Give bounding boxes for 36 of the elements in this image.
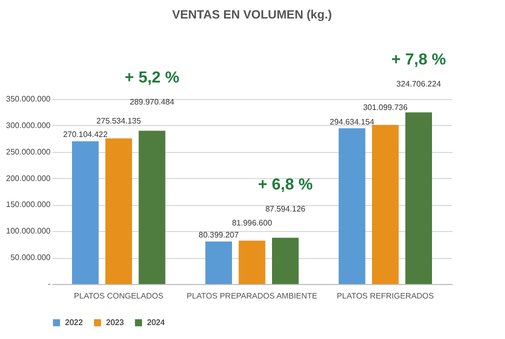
- data-label: 324.706.224: [396, 79, 442, 88]
- bar: [138, 130, 166, 284]
- data-label: 289.970.484: [130, 98, 175, 107]
- y-tick-label: 150.000.000: [6, 200, 52, 210]
- data-label: 87.594.126: [265, 204, 306, 214]
- data-label: 294.634.154: [330, 117, 375, 126]
- data-label: 301.099.736: [363, 102, 408, 112]
- text: + 5,2 %: [124, 70, 180, 87]
- bar: [272, 238, 299, 284]
- y-tick-label: 300.000.000: [6, 120, 52, 130]
- data-label: 80.399.207: [198, 230, 240, 240]
- y-tick-label: -: [48, 280, 51, 288]
- bar: [338, 128, 366, 284]
- data-label: 81.996.600: [232, 218, 273, 228]
- bar: [105, 138, 132, 284]
- legend-label: 2022: [65, 318, 84, 327]
- x-tick-label: PLATOS REFRIGERADOS: [336, 292, 434, 300]
- annotation: + 6,8 %: [258, 176, 313, 194]
- text: + 7,8 %: [391, 51, 446, 68]
- y-tick-label: 250.000.000: [6, 147, 52, 156]
- bar: [72, 141, 99, 284]
- bar: [372, 124, 399, 284]
- y-tick-label: 100.000.000: [6, 226, 52, 236]
- x-tick-label: PLATOS CONGELADOS: [74, 292, 164, 300]
- bar: [405, 112, 432, 284]
- chart-title: VENTAS EN VOLUMEN (kg.): [172, 7, 332, 22]
- y-tick-label: 350.000.000: [6, 94, 52, 104]
- legend-label: 2023: [106, 318, 124, 327]
- bar: [238, 240, 266, 284]
- data-label: 275.534.135: [96, 116, 142, 126]
- x-tick-label: PLATOS PREPARADOS AMBIENTE: [186, 292, 318, 300]
- bar: [205, 242, 232, 284]
- y-tick-label: 200.000.000: [6, 174, 52, 183]
- y-tick-label: 50.000.000: [10, 253, 52, 262]
- legend-label: 2024: [147, 318, 166, 327]
- data-label: 270.104.422: [63, 130, 108, 140]
